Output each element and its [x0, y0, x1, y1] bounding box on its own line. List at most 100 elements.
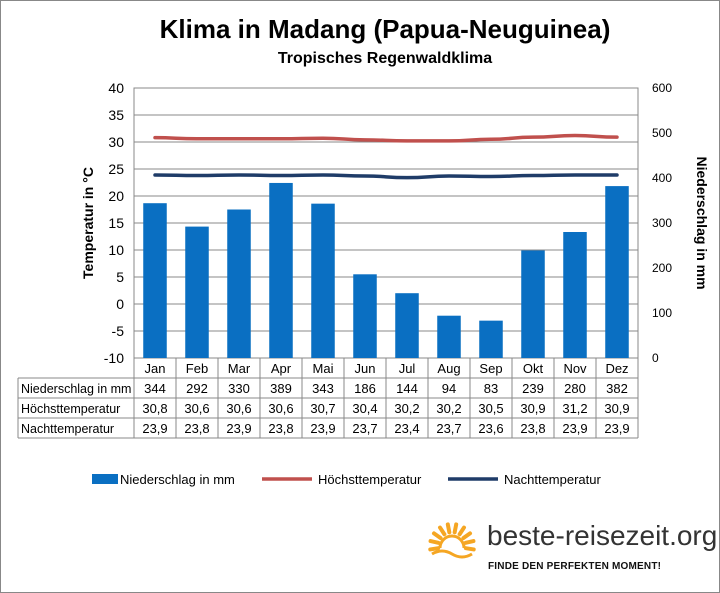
table-row-label: Höchsttemperatur — [21, 402, 120, 416]
table-cell: 23,9 — [604, 421, 629, 436]
table-cell: 292 — [186, 381, 208, 396]
table-cell: 239 — [522, 381, 544, 396]
legend-label: Nachttemperatur — [504, 472, 601, 487]
y-tick-left-label: 5 — [116, 269, 124, 285]
night-temperature-line — [153, 173, 619, 180]
sun-ray-icon — [438, 525, 447, 537]
y-tick-left-label: 15 — [108, 215, 124, 231]
table-cell: 30,2 — [436, 401, 461, 416]
table-row-label: Nachttemperatur — [21, 422, 114, 436]
table-cell: 344 — [144, 381, 166, 396]
x-tick-label: Feb — [186, 361, 208, 376]
sun-icon — [438, 534, 466, 549]
table-cell: 23,8 — [184, 421, 209, 436]
precipitation-bar — [353, 274, 377, 358]
table-cell: 23,6 — [478, 421, 503, 436]
x-tick-label: Jan — [145, 361, 166, 376]
table-cell: 23,7 — [352, 421, 377, 436]
y-tick-left-label: -10 — [104, 350, 124, 366]
table-cell: 30,8 — [142, 401, 167, 416]
x-tick-label: Okt — [523, 361, 544, 376]
table-cell: 31,2 — [562, 401, 587, 416]
table-cell: 30,6 — [268, 401, 293, 416]
table-cell: 382 — [606, 381, 628, 396]
sun-ray-icon — [428, 539, 441, 545]
wave-icon — [431, 549, 473, 559]
x-tick-label: Sep — [479, 361, 502, 376]
table-cell: 343 — [312, 381, 334, 396]
y-tick-right-label: 200 — [652, 261, 672, 275]
precipitation-bar — [227, 209, 251, 358]
sun-ray-icon — [463, 546, 476, 552]
x-tick-label: Jul — [399, 361, 416, 376]
x-tick-label: Mai — [313, 361, 334, 376]
table-cell: 23,9 — [142, 421, 167, 436]
table-cell: 186 — [354, 381, 376, 396]
x-tick-label: Nov — [563, 361, 587, 376]
table-cell: 23,8 — [520, 421, 545, 436]
precipitation-bar — [143, 203, 167, 358]
y-tick-right-label: 300 — [652, 216, 672, 230]
table-cell: 280 — [564, 381, 586, 396]
table-cell: 30,9 — [520, 401, 545, 416]
table-cell: 23,4 — [394, 421, 419, 436]
y-tick-left-label: 40 — [108, 80, 124, 96]
y-tick-left-label: 35 — [108, 107, 124, 123]
precipitation-bar — [269, 182, 293, 358]
table-cell: 30,6 — [184, 401, 209, 416]
precipitation-bar — [479, 320, 503, 358]
precipitation-bar — [185, 226, 209, 358]
legend-swatch-precipitation — [92, 474, 118, 484]
y-tick-left-label: 20 — [108, 188, 124, 204]
x-tick-label: Dez — [605, 361, 628, 376]
table-cell: 30,2 — [394, 401, 419, 416]
precipitation-bar — [605, 186, 629, 358]
y-tick-left-label: 25 — [108, 161, 124, 177]
x-tick-label: Apr — [271, 361, 292, 376]
table-cell: 30,6 — [226, 401, 251, 416]
y-tick-left-label: 30 — [108, 134, 124, 150]
brand-name: beste-reisezeit.org — [487, 520, 718, 551]
precipitation-bar — [437, 315, 461, 358]
sun-ray-icon — [461, 531, 473, 540]
table-cell: 94 — [442, 381, 456, 396]
table-cell: 23,7 — [436, 421, 461, 436]
y-tick-right-label: 100 — [652, 306, 672, 320]
table-cell: 23,9 — [226, 421, 251, 436]
table-cell: 30,5 — [478, 401, 503, 416]
table-cell: 389 — [270, 381, 292, 396]
chart-subtitle: Tropisches Regenwaldklima — [277, 50, 493, 67]
sun-ray-icon — [452, 522, 459, 535]
precipitation-bar — [311, 203, 335, 358]
table-cell: 30,4 — [352, 401, 377, 416]
x-tick-label: Aug — [437, 361, 460, 376]
y-tick-left-label: -5 — [112, 323, 125, 339]
table-cell: 30,9 — [604, 401, 629, 416]
x-tick-label: Mar — [228, 361, 251, 376]
table-cell: 23,9 — [310, 421, 335, 436]
brand-tagline: FINDE DEN PERFEKTEN MOMENT! — [488, 561, 662, 572]
chart-title: Klima in Madang (Papua-Neuguinea) — [159, 14, 611, 44]
y-tick-left-label: 10 — [108, 242, 124, 258]
table-cell: 30,7 — [310, 401, 335, 416]
sun-ray-icon — [463, 539, 476, 545]
y-tick-right-label: 600 — [652, 81, 672, 95]
sun-ray-icon — [428, 546, 441, 552]
sun-ray-icon — [457, 525, 466, 537]
y-axis-right-title: Niederschlag in mm — [694, 156, 710, 289]
table-cell: 330 — [228, 381, 250, 396]
sun-ray-icon — [445, 522, 452, 535]
precipitation-bar — [395, 293, 419, 358]
table-cell: 144 — [396, 381, 418, 396]
legend-label: Niederschlag in mm — [120, 472, 235, 487]
y-tick-right-label: 500 — [652, 126, 672, 140]
sun-ray-icon — [431, 531, 443, 540]
table-cell: 83 — [484, 381, 498, 396]
y-axis-left-title: Temperatur in °C — [80, 167, 96, 279]
table-cell: 23,8 — [268, 421, 293, 436]
y-tick-left-label: 0 — [116, 296, 124, 312]
y-tick-right-label: 400 — [652, 171, 672, 185]
x-tick-label: Jun — [355, 361, 376, 376]
table-row-label: Niederschlag in mm — [21, 382, 131, 396]
